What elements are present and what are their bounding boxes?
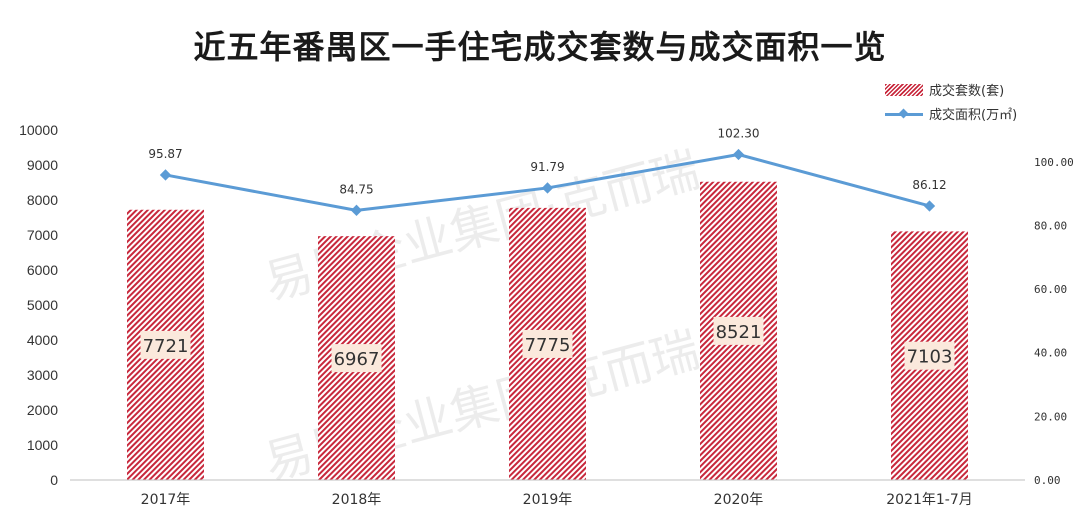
x-tick-label: 2018年 bbox=[332, 492, 382, 508]
left-axis: 0 1000 2000 3000 4000 5000 6000 7000 8000 9000 100… bbox=[19, 122, 58, 488]
x-axis: 2017年 2018年 2019年 2020年 2021年1-7月 bbox=[70, 479, 1025, 508]
right-tick-label: 100.00 bbox=[1034, 156, 1074, 169]
legend-line: 成交面积(万㎡) bbox=[885, 104, 1017, 123]
right-tick-label: 0.00 bbox=[1034, 474, 1061, 487]
left-tick-label: 9000 bbox=[27, 157, 58, 173]
x-tick-label: 2020年 bbox=[714, 492, 764, 508]
left-tick-label: 8000 bbox=[27, 192, 58, 208]
left-tick-label: 2000 bbox=[27, 402, 58, 418]
right-tick-label: 60.00 bbox=[1034, 283, 1067, 296]
bar-label-background bbox=[522, 329, 573, 358]
bar-value-label: 7721 bbox=[143, 336, 189, 357]
line-value-label: 91.79 bbox=[530, 160, 564, 174]
left-tick-label: 5000 bbox=[27, 297, 58, 313]
left-tick-label: 1000 bbox=[27, 437, 58, 453]
bar-value-label: 7103 bbox=[907, 347, 953, 368]
legend-bar: 成交套数(套) bbox=[885, 80, 1004, 99]
left-tick-label: 6000 bbox=[27, 262, 58, 278]
left-tick-label: 7000 bbox=[27, 227, 58, 243]
bar-value-label: 6967 bbox=[334, 349, 380, 370]
line-value-label: 102.30 bbox=[718, 127, 760, 141]
x-tick-label: 2021年1-7月 bbox=[886, 492, 973, 508]
bar-label-background bbox=[713, 316, 764, 345]
right-tick-label: 20.00 bbox=[1034, 410, 1067, 423]
line-point bbox=[923, 200, 936, 212]
right-tick-label: 40.00 bbox=[1034, 347, 1067, 360]
left-tick-label: 10000 bbox=[19, 122, 58, 138]
legend-line-label: 成交面积(万㎡) bbox=[929, 108, 1018, 123]
line-series: 95.87 84.75 91.79 102.30 86.12 bbox=[148, 127, 947, 216]
left-tick-label: 0 bbox=[50, 472, 58, 488]
legend-line-swatch bbox=[885, 108, 923, 120]
chart-title: 近五年番禺区一手住宅成交套数与成交面积一览 bbox=[193, 28, 887, 66]
left-tick-label: 4000 bbox=[27, 332, 58, 348]
bar-labels: 7721 6967 7775 8521 7103 bbox=[140, 316, 955, 373]
line-value-label: 86.12 bbox=[912, 178, 946, 192]
line-point bbox=[159, 169, 172, 181]
right-axis: 0.00 20.00 40.00 60.00 80.00 100.00 bbox=[1034, 156, 1074, 487]
bar-value-label: 7775 bbox=[525, 335, 571, 356]
bar-label-background bbox=[904, 341, 955, 370]
legend-bar-swatch bbox=[885, 83, 923, 96]
x-tick-label: 2017年 bbox=[141, 492, 191, 508]
bar-label-background bbox=[140, 330, 191, 359]
right-tick-label: 80.00 bbox=[1034, 219, 1067, 232]
left-tick-label: 3000 bbox=[27, 367, 58, 383]
x-tick-label: 2019年 bbox=[523, 492, 573, 508]
line-value-label: 95.87 bbox=[148, 147, 182, 161]
line-point bbox=[732, 148, 745, 161]
legend-bar-label: 成交套数(套) bbox=[929, 84, 1005, 99]
line-value-label: 84.75 bbox=[339, 182, 373, 196]
bar-value-label: 8521 bbox=[716, 322, 762, 343]
line-point bbox=[350, 204, 363, 216]
bar-label-background bbox=[331, 344, 382, 373]
line-point bbox=[541, 182, 554, 194]
